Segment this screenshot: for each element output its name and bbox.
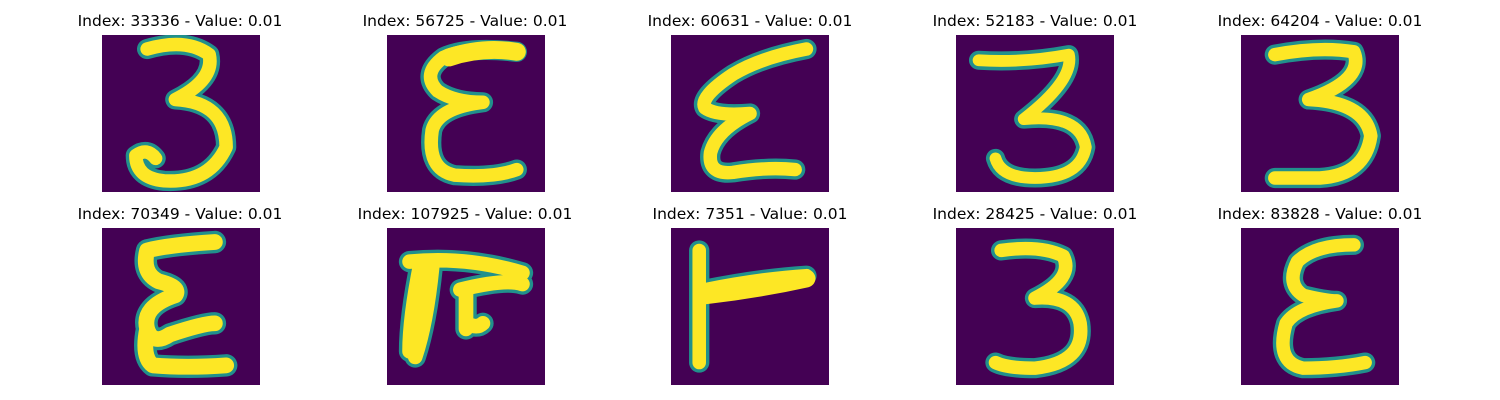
panel-title: Index: 56725 - Value: 0.01 xyxy=(362,12,568,30)
panel-title: Index: 107925 - Value: 0.01 xyxy=(357,205,573,223)
panel-title: Index: 60631 - Value: 0.01 xyxy=(647,12,853,30)
digit-image xyxy=(671,228,829,385)
digit-image xyxy=(387,228,545,385)
panel-title: Index: 70349 - Value: 0.01 xyxy=(77,205,283,223)
digit-image xyxy=(1241,35,1399,192)
panel-title: Index: 7351 - Value: 0.01 xyxy=(652,205,848,223)
panel-title: Index: 33336 - Value: 0.01 xyxy=(77,12,283,30)
digit-image xyxy=(671,35,829,192)
panel-title: Index: 52183 - Value: 0.01 xyxy=(932,12,1138,30)
panel-title: Index: 28425 - Value: 0.01 xyxy=(932,205,1138,223)
panel-title: Index: 64204 - Value: 0.01 xyxy=(1217,12,1423,30)
digit-image xyxy=(102,228,260,385)
digit-image xyxy=(956,35,1114,192)
digit-image xyxy=(102,35,260,192)
panel-title: Index: 83828 - Value: 0.01 xyxy=(1217,205,1423,223)
digit-image xyxy=(1241,228,1399,385)
digit-image xyxy=(387,35,545,192)
digit-image xyxy=(956,228,1114,385)
